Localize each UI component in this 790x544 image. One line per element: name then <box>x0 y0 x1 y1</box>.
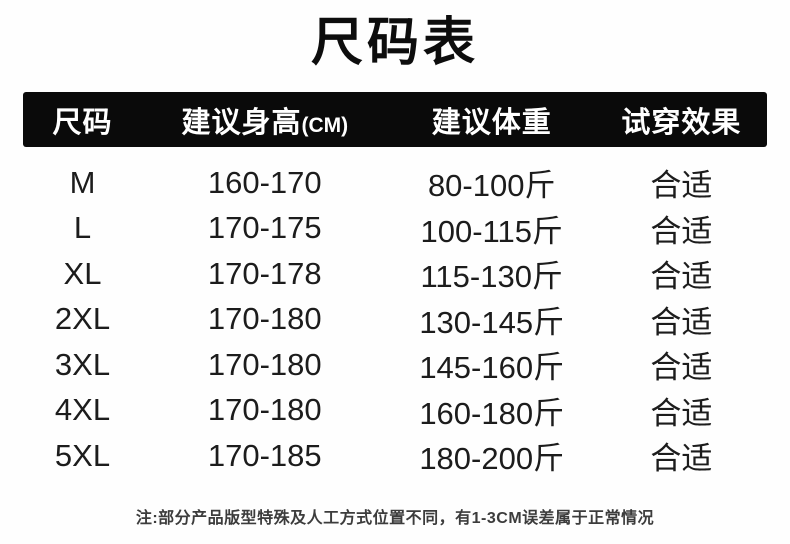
cell-size: M <box>69 164 96 200</box>
cell-weight: 80-100斤 <box>427 168 556 204</box>
table-row: 3XL 170-180 145-160斤 合适 <box>23 342 767 388</box>
cell-height: 170-180 <box>207 346 322 382</box>
cell-effect: 合适 <box>650 213 713 249</box>
table-header: 尺码 建议身高(CM) 建议体重 试穿效果 <box>23 92 767 147</box>
page-title: 尺码表 <box>310 14 479 72</box>
cell-effect: 合适 <box>650 395 713 431</box>
cell-weight: 130-145斤 <box>419 304 565 340</box>
footnote: 注:部分产品版型特殊及人工方式位置不同，有1-3CM误差属于正常情况 <box>135 510 655 527</box>
size-table-body: M 160-170 80-100斤 合适 L 170-175 100-115斤 … <box>23 160 767 479</box>
cell-height: 160-170 <box>207 164 322 200</box>
table-row: 5XL 170-185 180-200斤 合适 <box>23 433 767 479</box>
header-height: 建议身高(CM) <box>142 99 388 141</box>
cell-height: 170-178 <box>207 255 322 291</box>
header-effect: 试穿效果 <box>621 106 742 139</box>
table-row: 4XL 170-180 160-180斤 合适 <box>23 388 767 434</box>
cell-size: 4XL <box>54 392 111 428</box>
cell-height: 170-180 <box>207 301 322 337</box>
cell-effect: 合适 <box>650 350 713 386</box>
cell-height: 170-180 <box>207 392 322 428</box>
cell-weight: 180-200斤 <box>419 441 565 477</box>
cell-weight: 100-115斤 <box>420 213 563 249</box>
header-height-label: 建议身高 <box>181 106 302 139</box>
table-row: L 170-175 100-115斤 合适 <box>23 206 767 252</box>
cell-height: 170-185 <box>207 437 322 473</box>
cell-effect: 合适 <box>650 304 713 340</box>
cell-size: 5XL <box>54 437 111 473</box>
header-size: 尺码 <box>52 106 113 139</box>
cell-size: L <box>73 210 92 246</box>
cell-size: XL <box>63 255 102 291</box>
header-height-unit: (CM) <box>301 113 349 137</box>
cell-size: 3XL <box>54 346 111 382</box>
header-weight: 建议体重 <box>431 106 552 139</box>
cell-effect: 合适 <box>650 259 713 295</box>
cell-size: 2XL <box>54 301 111 337</box>
table-row: XL 170-178 115-130斤 合适 <box>23 251 767 297</box>
cell-height: 170-175 <box>207 210 322 246</box>
cell-weight: 160-180斤 <box>419 395 565 431</box>
cell-effect: 合适 <box>650 168 713 204</box>
cell-weight: 145-160斤 <box>419 350 565 386</box>
table-row: M 160-170 80-100斤 合适 <box>23 160 767 206</box>
cell-effect: 合适 <box>650 441 713 477</box>
cell-weight: 115-130斤 <box>420 259 563 295</box>
table-row: 2XL 170-180 130-145斤 合适 <box>23 297 767 343</box>
